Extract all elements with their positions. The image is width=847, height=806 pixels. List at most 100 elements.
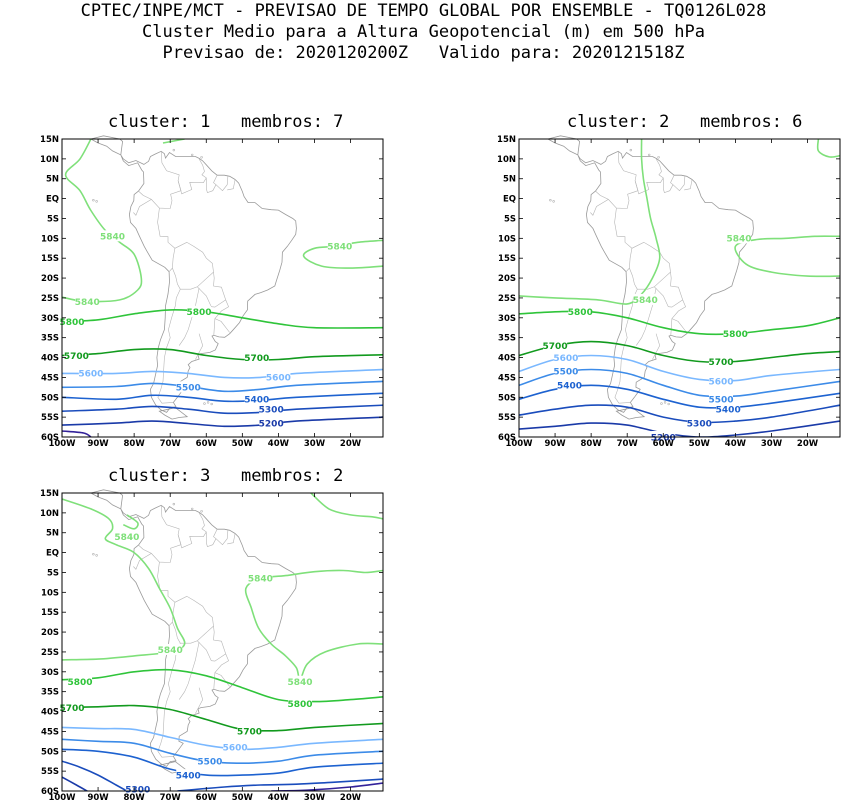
contour-label: 5600: [78, 370, 103, 380]
lat-tick-label: EQ: [46, 195, 59, 205]
lat-tick-label: 15S: [41, 254, 59, 264]
contour-line: [519, 404, 840, 424]
contour-label-bg: [543, 339, 568, 351]
contour-label: 5500: [553, 368, 578, 378]
contour-label: 5840: [288, 678, 313, 688]
contour-label: 5500: [197, 758, 222, 768]
lon-tick-label: 70W: [160, 439, 182, 449]
contour-label-bg: [60, 701, 84, 713]
contour-label-bg: [100, 230, 125, 242]
contour-line: [310, 493, 383, 520]
contour-label-bg: [288, 675, 313, 687]
lat-tick-label: 5N: [46, 175, 59, 185]
contour-line: [177, 778, 383, 791]
contour-labels: 5840 5840 5840 5840 5800 5800 5700 5700 56005500…: [59, 530, 313, 795]
contour-label: 5600: [553, 354, 578, 364]
lat-tick-label: 35S: [498, 334, 516, 344]
contour-label-bg: [708, 375, 733, 387]
country-borders: [133, 505, 236, 758]
contour-label-bg: [708, 393, 733, 405]
lat-tick-label: 40S: [498, 354, 516, 364]
contour-line: [123, 514, 139, 530]
lat-tick-label: 60S: [498, 433, 516, 443]
lat-tick-label: 15S: [41, 608, 59, 618]
lat-tick-label: 45S: [498, 373, 516, 383]
lat-tick-label: 10N: [40, 155, 59, 165]
lon-tick-label: 90W: [87, 793, 109, 803]
lon-tick-label: 20W: [797, 439, 819, 449]
panel-title: cluster: 2 membros: 6: [567, 112, 803, 132]
lon-tick-label: 30W: [304, 439, 326, 449]
contour-line: [244, 569, 383, 681]
lat-tick-label: 25S: [498, 294, 516, 304]
contour-label-bg: [327, 240, 352, 252]
contour-label-bg: [244, 393, 269, 405]
lat-tick-label: 40S: [41, 354, 59, 364]
contour-label: 5200: [259, 419, 284, 429]
contour-line: [734, 235, 840, 278]
contour-label-bg: [176, 769, 201, 781]
contour-label-bg: [687, 417, 712, 429]
contour-label-bg: [727, 232, 752, 244]
contour-label-bg: [237, 725, 262, 737]
lat-tick-label: 5S: [504, 214, 516, 224]
contour-label: 5800: [68, 678, 93, 688]
contour-label: 5840: [75, 298, 100, 308]
lat-tick-label: 5N: [46, 529, 59, 539]
lat-tick-label: 30S: [41, 314, 59, 324]
contour-label-bg: [75, 295, 100, 307]
lon-tick-label: 80W: [581, 439, 603, 449]
contour-label: 5200: [651, 433, 676, 443]
contour-label-bg: [557, 379, 582, 391]
lon-tick-label: 50W: [232, 793, 254, 803]
lat-tick-label: 35S: [41, 334, 59, 344]
contour-label: 5300: [687, 419, 712, 429]
contour-label-bg: [633, 293, 658, 305]
contour-label: 5840: [726, 235, 751, 245]
contour-label: 5300: [125, 785, 150, 795]
lat-tick-label: 55S: [41, 767, 59, 777]
title-line-1: CPTEC/INPE/MCT - PREVISAO DE TEMPO GLOBA…: [80, 1, 767, 21]
lat-tick-label: 10S: [41, 234, 59, 244]
contour-label-bg: [187, 305, 212, 317]
contour-label: 5700: [237, 728, 262, 738]
map-plot: 5840 5840 5840 5800 5800 5700 5700 5600 5600 5500…: [40, 135, 384, 449]
map-panel-cluster-3: cluster: 3 membros: 2 5840 5840 5840 5840 58…: [0, 466, 390, 803]
contour-label-bg: [64, 349, 89, 361]
contour-label: 5400: [716, 405, 741, 415]
lat-tick-label: 40S: [41, 708, 59, 718]
map-panel-cluster-1: cluster: 1 membros: 7 5840 5840 5840 5800 58…: [0, 112, 390, 452]
contour-line: [62, 392, 383, 403]
contour-label: 5600: [266, 374, 291, 384]
map-plot: 5840 5840 5800 5800 5700 5700 5600 5600 5500 5500…: [497, 135, 841, 449]
contour-label-bg: [197, 755, 222, 767]
lat-tick-label: 25S: [41, 294, 59, 304]
lat-tick-label: 5S: [47, 214, 59, 224]
lon-tick-label: 60W: [196, 793, 218, 803]
lat-tick-label: 15S: [498, 254, 516, 264]
contour-line: [62, 430, 92, 437]
lat-tick-label: 20S: [498, 274, 516, 284]
lat-tick-label: 60S: [41, 787, 59, 797]
contour-line: [62, 748, 383, 777]
contour-label: 5700: [244, 354, 269, 364]
lat-tick-label: EQ: [46, 549, 59, 559]
contour-label-bg: [553, 351, 578, 363]
lon-tick-label: 60W: [653, 439, 675, 449]
plot-frame: [61, 138, 384, 438]
lat-tick-label: 10N: [497, 155, 516, 165]
map-background: [62, 139, 383, 437]
lat-tick-label: 50S: [498, 393, 516, 403]
contour-label: 5700: [64, 352, 89, 362]
lon-tick-label: 20W: [340, 793, 362, 803]
contour-label: 5400: [176, 771, 201, 781]
contour-label-bg: [553, 365, 578, 377]
contour-line: [816, 139, 840, 158]
lat-tick-label: 15N: [40, 489, 59, 499]
contour-label: 5840: [248, 575, 273, 585]
contour-label-bg: [259, 403, 284, 415]
lat-tick-label: 10N: [40, 509, 59, 519]
contour-label-bg: [68, 675, 93, 687]
lat-tick-label: 45S: [41, 727, 59, 737]
contour-label: 5800: [568, 308, 593, 318]
